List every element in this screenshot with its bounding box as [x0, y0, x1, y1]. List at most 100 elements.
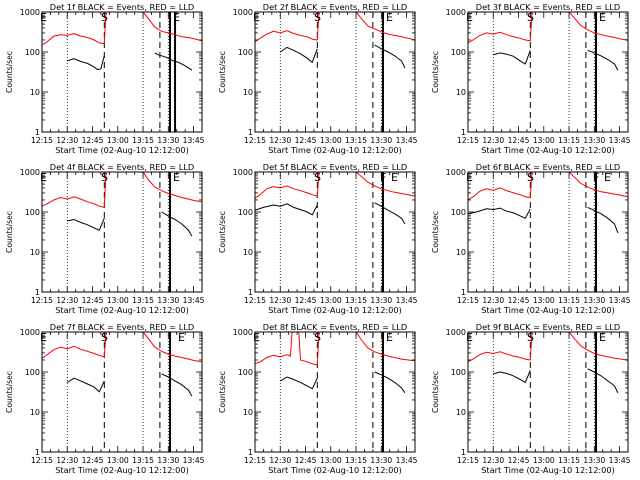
reference-lines: [255, 332, 384, 452]
x-axis-label: Start Time (02-Aug-10 12:12:00): [481, 305, 615, 315]
x-tick-label: 13:45: [396, 136, 418, 145]
marker-label-e: E: [466, 331, 473, 344]
x-tick-label: 13:30: [370, 296, 392, 305]
y-tick-label: 1000: [233, 328, 253, 337]
y-tick-label: 10: [243, 88, 253, 97]
series-line-lld: [355, 172, 415, 197]
marker-label-s: S: [101, 331, 108, 344]
marker-label-e: E: [173, 11, 180, 24]
x-tick-label: 13:30: [583, 456, 605, 465]
x-tick-label: 12:45: [508, 296, 530, 305]
x-tick-label: 12:15: [457, 456, 479, 465]
series-line-lld: [142, 332, 202, 363]
series-line-lld: [355, 332, 415, 362]
series-line-events: [280, 46, 318, 64]
y-tick-label: 1: [35, 288, 40, 297]
x-tick-label: 13:00: [533, 136, 555, 145]
x-tick-label: 13:00: [320, 456, 342, 465]
x-tick-label: 12:30: [482, 296, 504, 305]
x-tick-label: 12:45: [82, 136, 104, 145]
chart-title: Det 1f BLACK = Events, RED = LLD: [50, 2, 194, 12]
marker-label-e: E: [604, 171, 611, 184]
marker-label-e: E: [178, 331, 185, 344]
y-tick-label: 10: [30, 248, 40, 257]
y-tick-label: 1000: [446, 328, 466, 337]
x-tick-label: 12:45: [82, 456, 104, 465]
series-line-lld: [255, 12, 325, 43]
y-tick-label: 1: [461, 128, 466, 137]
x-tick-label: 12:45: [508, 136, 530, 145]
y-tick-label: 1000: [446, 8, 466, 17]
y-tick-label: 100: [451, 48, 466, 57]
marker-label-e: E: [40, 11, 47, 24]
chart-title: Det 7f BLACK = Events, RED = LLD: [50, 322, 194, 332]
series-line-lld: [142, 172, 202, 203]
plot-frame: [41, 11, 203, 133]
x-tick-label: 12:45: [82, 296, 104, 305]
series-line-lld: [142, 12, 202, 42]
y-axis-label: Counts/sec: [5, 51, 14, 93]
reference-lines: [42, 172, 171, 292]
y-axis-label: Counts/sec: [218, 371, 227, 413]
x-axis-label: Start Time (02-Aug-10 12:12:00): [55, 145, 189, 155]
plot-frame: [254, 331, 416, 453]
y-axis-label: Counts/sec: [5, 371, 14, 413]
marker-label-e: E: [173, 171, 180, 184]
series-line-lld: [255, 172, 325, 199]
y-tick-label: 10: [30, 88, 40, 97]
y-tick-label: 1: [461, 448, 466, 457]
x-axis-label: Start Time (02-Aug-10 12:12:00): [268, 305, 402, 315]
plot-frame: [41, 331, 203, 453]
plot-area: [42, 172, 202, 237]
y-tick-label: 1: [35, 128, 40, 137]
y-tick-label: 10: [456, 408, 466, 417]
x-tick-label: 13:15: [132, 456, 154, 465]
x-tick-label: 13:30: [157, 136, 179, 145]
x-tick-label: 13:45: [396, 296, 418, 305]
x-tick-label: 13:30: [583, 136, 605, 145]
reference-lines: [42, 12, 177, 132]
x-tick-label: 13:00: [320, 296, 342, 305]
x-tick-label: 12:30: [269, 296, 291, 305]
y-tick-label: 1: [248, 128, 253, 137]
x-tick-label: 12:45: [295, 136, 317, 145]
x-tick-label: 12:45: [295, 296, 317, 305]
series-line-events: [255, 203, 318, 216]
x-tick-label: 12:15: [457, 136, 479, 145]
y-tick-label: 1000: [20, 8, 40, 17]
x-tick-label: 13:00: [107, 136, 129, 145]
series-line-events: [67, 55, 105, 71]
reference-lines: [255, 172, 384, 292]
marker-label-s: S: [314, 171, 321, 184]
series-line-events: [280, 376, 318, 390]
series-line-lld: [468, 12, 538, 44]
x-axis-label: Start Time (02-Aug-10 12:12:00): [481, 145, 615, 155]
series-line-events: [67, 218, 105, 231]
x-tick-label: 13:45: [183, 296, 205, 305]
series-line-events: [587, 206, 619, 234]
x-tick-label: 12:15: [244, 296, 266, 305]
y-tick-label: 100: [25, 368, 40, 377]
x-tick-label: 12:15: [31, 456, 53, 465]
plot-frame: [254, 171, 416, 293]
plot-frame: [254, 11, 416, 133]
y-tick-label: 1: [248, 448, 253, 457]
x-tick-label: 12:45: [508, 456, 530, 465]
series-line-events: [587, 368, 619, 394]
reference-lines: [255, 12, 384, 132]
y-tick-label: 1000: [233, 8, 253, 17]
chart-title: Det 4f BLACK = Events, RED = LLD: [50, 162, 194, 172]
x-tick-label: 13:15: [558, 296, 580, 305]
x-tick-label: 13:00: [107, 456, 129, 465]
x-tick-label: 12:30: [482, 456, 504, 465]
series-line-events: [161, 211, 193, 237]
x-tick-label: 13:30: [370, 136, 392, 145]
